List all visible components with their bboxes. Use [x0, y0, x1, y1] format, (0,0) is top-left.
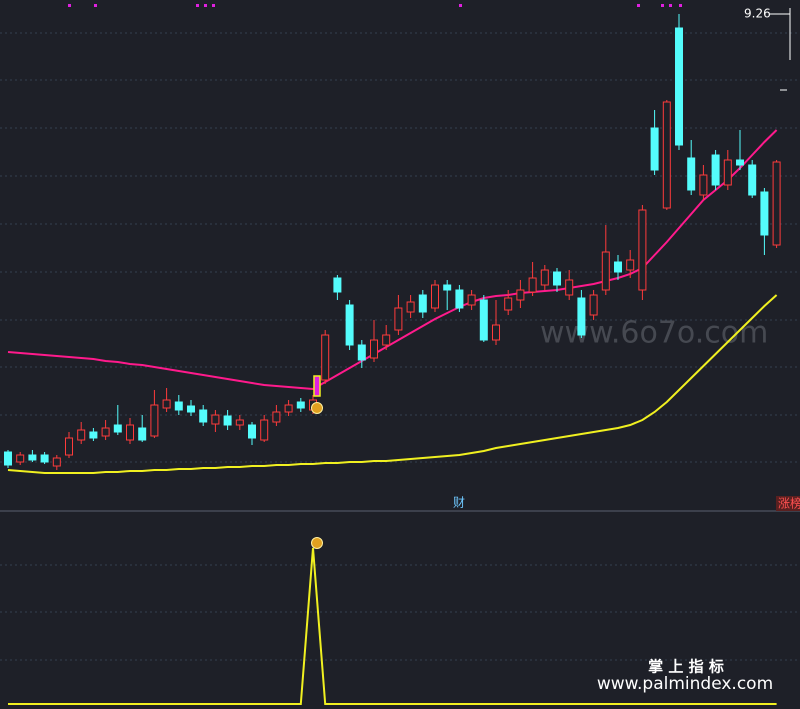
candle-body	[626, 259, 635, 271]
candle-body	[235, 419, 244, 426]
candle-body	[711, 154, 720, 186]
candle-body	[357, 344, 366, 361]
candle-body	[4, 451, 12, 466]
candle-body	[638, 209, 647, 291]
candle-body	[77, 429, 86, 441]
candle-body	[760, 191, 769, 236]
candle-body	[577, 297, 586, 336]
candle-body	[321, 334, 330, 381]
candle-body	[479, 299, 488, 341]
candle-body	[187, 405, 195, 413]
candle-body	[138, 427, 147, 441]
max-price-label: 9.26	[744, 7, 771, 21]
candle-body	[723, 159, 732, 186]
candle-body	[650, 127, 659, 171]
candle-body	[455, 289, 464, 309]
candle-body	[736, 159, 744, 166]
candle-body	[418, 294, 427, 313]
candle-body	[662, 101, 671, 209]
plot-area	[4, 14, 781, 705]
candle-body	[504, 297, 513, 311]
candle-body	[211, 414, 220, 425]
candle-body	[40, 454, 49, 463]
tag-background	[776, 496, 800, 511]
candle-body	[345, 304, 354, 346]
candle-body	[443, 284, 452, 291]
indicator-line	[7, 129, 778, 391]
candle-body	[65, 437, 73, 456]
candle-body	[467, 294, 476, 306]
tag-label: 涨榜	[778, 496, 800, 511]
candle-body	[52, 457, 61, 467]
indicator-line	[7, 294, 778, 474]
candle-body	[272, 411, 281, 423]
candle-body	[16, 454, 25, 463]
annotation: 财	[453, 496, 465, 510]
candle-body	[431, 284, 439, 309]
candle-body	[516, 289, 525, 301]
candle-body	[223, 415, 232, 426]
candle-body	[614, 261, 622, 273]
candle-body	[699, 174, 708, 196]
candle-body	[601, 251, 610, 291]
footer-url: www.palmindex.com	[597, 674, 773, 694]
candle-body	[565, 279, 574, 296]
candle-body	[126, 424, 134, 441]
candle-body	[89, 431, 98, 439]
candle-body	[333, 277, 342, 293]
candle-body	[394, 307, 403, 331]
top-markers	[68, 4, 682, 7]
candle-body	[296, 401, 305, 409]
candle-body	[101, 427, 110, 437]
signal-marker	[311, 375, 323, 549]
candle-body	[174, 401, 183, 411]
candle-body	[772, 161, 781, 246]
candle-body	[162, 399, 171, 409]
candle-body	[687, 157, 696, 191]
candle-body	[528, 277, 537, 293]
candle-body	[492, 324, 500, 341]
candle-body	[260, 419, 269, 441]
candle-body	[382, 334, 391, 346]
footer-title: 掌 上 指 标	[648, 658, 724, 676]
candle-body	[113, 424, 122, 433]
candle-body	[406, 301, 415, 313]
candle-body	[553, 271, 561, 286]
candle-body	[370, 339, 378, 359]
candle-body	[248, 424, 256, 439]
candle-body	[589, 294, 598, 316]
candle-body	[540, 269, 549, 286]
candle-body	[748, 164, 757, 196]
candle-body	[284, 404, 293, 413]
candle-body	[199, 409, 208, 423]
watermark: www.6o7o.com	[540, 316, 768, 351]
candle-body	[28, 454, 37, 461]
indicator-line	[8, 547, 777, 705]
candle-body	[150, 404, 159, 437]
candle-body	[675, 27, 683, 146]
